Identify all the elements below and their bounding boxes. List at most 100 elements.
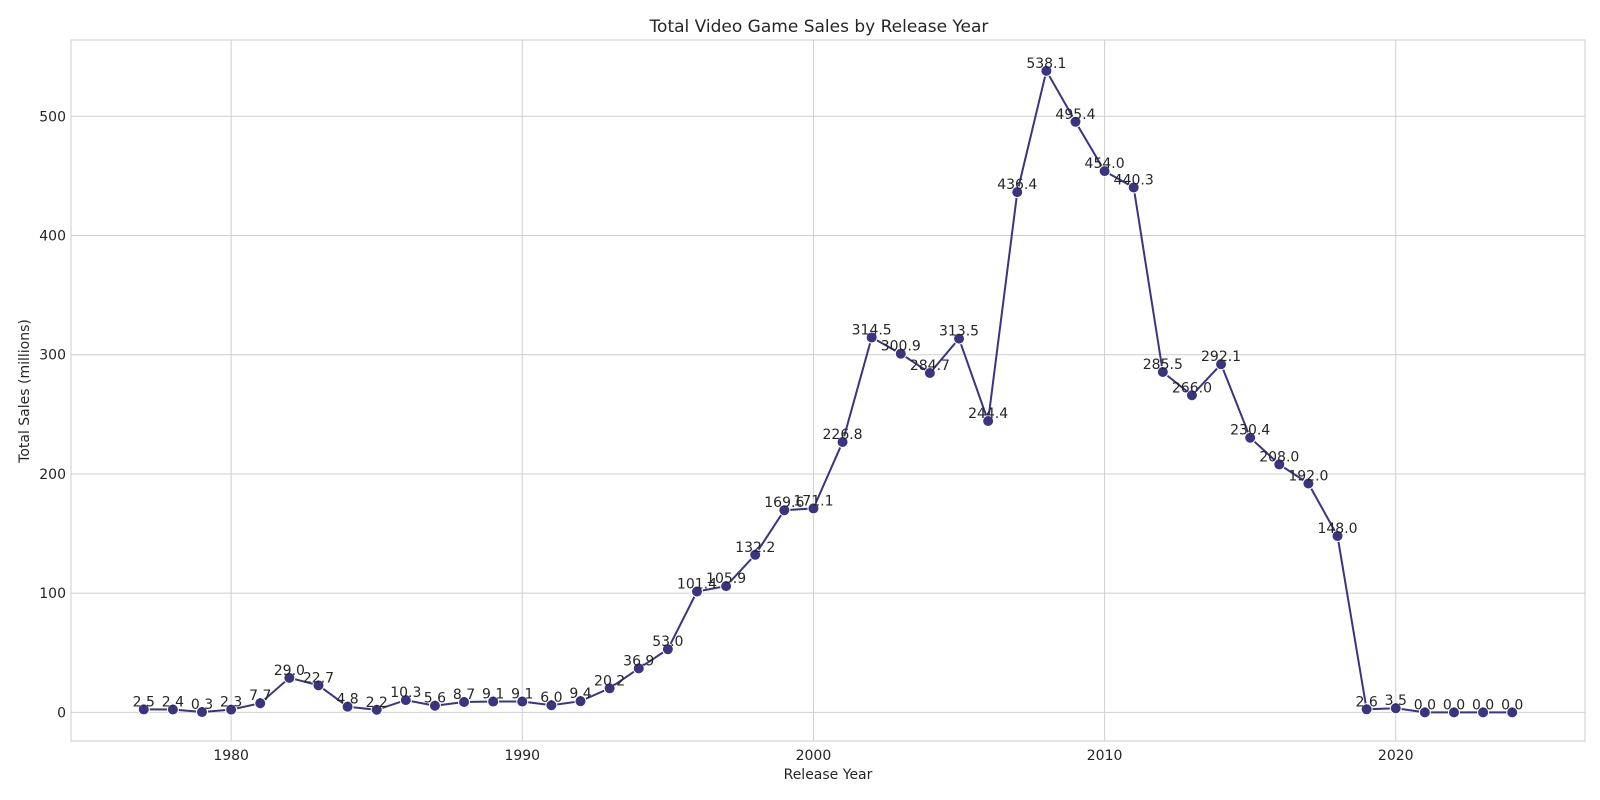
data-point bbox=[399, 694, 412, 707]
data-point bbox=[545, 699, 558, 712]
data-point bbox=[894, 347, 907, 360]
y-tick-label: 200 bbox=[39, 467, 66, 483]
data-label: 0.0 bbox=[1443, 697, 1465, 713]
x-tick-label: 2000 bbox=[796, 748, 832, 764]
data-label: 9.1 bbox=[511, 687, 533, 703]
data-label: 6.0 bbox=[540, 690, 562, 706]
data-label: 5.6 bbox=[424, 691, 446, 707]
data-point bbox=[225, 703, 238, 716]
data-label: 0.0 bbox=[1414, 697, 1436, 713]
data-point bbox=[166, 703, 179, 716]
chart-title: Total Video Game Sales by Release Year bbox=[649, 17, 989, 37]
data-point bbox=[1302, 477, 1315, 490]
data-label: 2.2 bbox=[366, 695, 388, 711]
data-label: 495.4 bbox=[1055, 107, 1095, 123]
data-point bbox=[370, 703, 383, 716]
x-tick-label: 2010 bbox=[1087, 748, 1123, 764]
data-markers bbox=[137, 64, 1519, 719]
data-point bbox=[254, 697, 267, 710]
data-label: 192.0 bbox=[1288, 468, 1328, 484]
data-label: 226.8 bbox=[823, 427, 863, 443]
data-point bbox=[778, 504, 791, 517]
data-point bbox=[1069, 115, 1082, 128]
x-tick-label: 1990 bbox=[504, 748, 540, 764]
data-point bbox=[1011, 186, 1024, 199]
grid-lines bbox=[71, 40, 1585, 741]
data-label: 300.9 bbox=[881, 339, 921, 355]
data-point bbox=[516, 695, 529, 708]
data-label: 148.0 bbox=[1317, 521, 1357, 537]
x-tick-label: 2020 bbox=[1378, 748, 1414, 764]
data-label: 10.3 bbox=[390, 685, 421, 701]
data-point bbox=[341, 700, 354, 713]
data-label: 171.1 bbox=[793, 493, 833, 509]
y-tick-label: 100 bbox=[39, 586, 66, 602]
data-point bbox=[807, 502, 820, 515]
data-point bbox=[690, 585, 703, 598]
data-point bbox=[1185, 389, 1198, 402]
data-point bbox=[1215, 358, 1228, 371]
data-label: 292.1 bbox=[1201, 349, 1241, 365]
data-point bbox=[283, 671, 296, 684]
data-label: 208.0 bbox=[1259, 449, 1299, 465]
plot-frame bbox=[70, 39, 1586, 742]
data-point bbox=[632, 662, 645, 675]
data-point bbox=[1447, 706, 1460, 719]
data-point bbox=[661, 643, 674, 656]
data-label: 105.9 bbox=[706, 571, 746, 587]
data-label: 29.0 bbox=[274, 663, 305, 679]
data-point bbox=[574, 695, 587, 708]
data-label: 9.4 bbox=[569, 686, 591, 702]
data-label: 2.6 bbox=[1356, 694, 1378, 710]
data-label: 20.2 bbox=[594, 673, 625, 689]
data-label: 2.5 bbox=[133, 694, 155, 710]
data-point bbox=[1040, 64, 1053, 77]
data-point bbox=[196, 706, 209, 719]
data-point bbox=[1156, 366, 1169, 379]
x-tick-label: 1980 bbox=[213, 748, 249, 764]
data-label: 4.8 bbox=[336, 692, 358, 708]
data-label: 2.4 bbox=[162, 695, 184, 711]
data-point bbox=[865, 331, 878, 344]
data-label: 53.0 bbox=[652, 634, 683, 650]
data-label: 0.3 bbox=[191, 697, 213, 713]
data-point bbox=[312, 679, 325, 692]
axis-ticks: 1980 1990 2000 2010 2020 0 100 200 300 400 500 bbox=[39, 109, 1413, 764]
data-label: 2.3 bbox=[220, 695, 242, 711]
data-point bbox=[1098, 165, 1111, 178]
y-axis-label: Total Sales (millions) bbox=[17, 319, 33, 464]
data-label: 313.5 bbox=[939, 324, 979, 340]
data-label: 22.7 bbox=[303, 670, 334, 686]
data-label: 244.4 bbox=[968, 406, 1008, 422]
data-label: 538.1 bbox=[1026, 56, 1066, 72]
data-label: 436.4 bbox=[997, 177, 1037, 193]
data-label: 230.4 bbox=[1230, 423, 1270, 439]
data-point bbox=[137, 703, 150, 716]
y-tick-label: 500 bbox=[39, 109, 66, 125]
y-tick-label: 400 bbox=[39, 229, 66, 245]
data-label: 0.0 bbox=[1501, 697, 1523, 713]
data-point bbox=[1273, 458, 1286, 471]
data-point bbox=[1127, 181, 1140, 194]
data-point bbox=[1244, 431, 1257, 444]
data-label: 101.4 bbox=[677, 577, 717, 593]
data-point bbox=[923, 366, 936, 379]
data-label: 36.9 bbox=[623, 653, 654, 669]
data-label: 9.1 bbox=[482, 687, 504, 703]
data-label: 3.5 bbox=[1385, 693, 1407, 709]
x-axis-label: Release Year bbox=[784, 767, 873, 783]
data-labels: 2.5 2.4 0.3 2.3 7.729.022.74.8 2.210.3 5.6 8.7 9… bbox=[133, 56, 1524, 714]
data-label: 132.2 bbox=[735, 540, 775, 556]
data-label: 7.7 bbox=[249, 688, 271, 704]
data-label: 314.5 bbox=[852, 322, 892, 338]
data-point bbox=[1360, 703, 1373, 716]
data-label: 8.7 bbox=[453, 687, 475, 703]
series-line bbox=[143, 68, 1513, 714]
data-point bbox=[953, 332, 966, 345]
data-label: 454.0 bbox=[1085, 156, 1125, 172]
data-point bbox=[720, 580, 733, 593]
data-label: 169.6 bbox=[764, 495, 804, 511]
data-label: 284.7 bbox=[910, 358, 950, 374]
data-label: 266.0 bbox=[1172, 380, 1212, 396]
data-point bbox=[1389, 702, 1402, 715]
